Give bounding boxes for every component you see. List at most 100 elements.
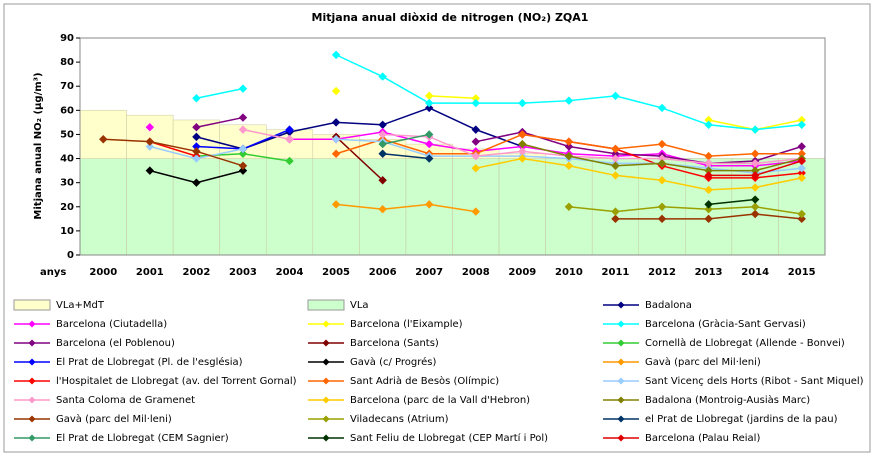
legend-label: VLa <box>350 300 369 311</box>
x-tick-label: 2003 <box>229 267 257 278</box>
data-point <box>797 209 806 219</box>
limit-bar <box>452 158 500 256</box>
legend-label: VLa+MdT <box>56 300 105 311</box>
x-tick-label: 2015 <box>788 267 816 278</box>
data-point <box>331 149 341 158</box>
legend-label: Gavà (parc del Mil·leni) <box>56 413 172 425</box>
data-point <box>471 98 480 108</box>
y-tick-label: 90 <box>60 33 74 44</box>
data-point <box>145 142 155 151</box>
data-point <box>471 163 480 173</box>
series-line <box>242 128 802 165</box>
limit-bar <box>79 158 127 256</box>
legend-label: el Prat de Llobregat (jardins de la pau) <box>645 414 838 425</box>
legend-label: El Prat de Llobregat (CEM Sagnier) <box>56 433 229 444</box>
legend-label: Viladecans (Atrium) <box>350 414 449 425</box>
data-point <box>704 200 713 209</box>
data-point <box>425 139 434 149</box>
data-point <box>192 147 201 156</box>
data-point <box>518 130 527 139</box>
data-point <box>238 161 248 170</box>
data-point <box>518 98 527 108</box>
data-point <box>99 135 108 144</box>
chart-title: Mitjana anual diòxid de nitrogen (NO₂) Z… <box>312 11 589 24</box>
y-tick-label: 0 <box>67 250 74 261</box>
data-point <box>750 125 760 134</box>
legend-label: Sant Adrià de Besòs (Olímpic) <box>350 375 499 387</box>
limit-bar <box>498 158 546 256</box>
legend-marker <box>322 434 330 442</box>
series-line <box>382 152 430 160</box>
data-point <box>378 149 387 158</box>
series-line <box>568 206 802 215</box>
data-point <box>657 214 667 224</box>
x-tick-label: 2011 <box>602 267 630 278</box>
data-point <box>425 200 434 209</box>
legend-marker <box>322 396 330 404</box>
x-tick-label: 2014 <box>741 267 769 278</box>
data-point <box>331 118 341 127</box>
data-point <box>797 120 806 130</box>
data-point <box>797 173 806 183</box>
data-point <box>425 154 434 163</box>
data-point <box>378 176 387 185</box>
legend-marker <box>617 358 625 366</box>
legend-label: l'Hospitalet de Llobregat (av. del Torre… <box>56 376 297 387</box>
series-line <box>708 198 756 206</box>
legend-marker <box>28 320 36 328</box>
data-point <box>192 178 201 187</box>
data-point <box>564 202 574 211</box>
data-point <box>750 183 760 192</box>
data-point <box>331 200 341 209</box>
legend-marker <box>28 358 36 366</box>
y-tick-label: 50 <box>60 129 74 140</box>
data-point <box>192 154 201 163</box>
y-tick-label: 60 <box>60 105 74 116</box>
data-point <box>564 161 574 170</box>
x-axis-label: anys <box>40 267 66 278</box>
legend-marker <box>322 415 330 423</box>
legend-label: Gavà (parc del Mil·leni) <box>645 356 761 368</box>
x-tick-label: 2008 <box>462 267 490 278</box>
legend-marker <box>322 339 330 347</box>
data-point <box>331 135 341 144</box>
legend-label: Barcelona (Palau Reial) <box>645 433 760 444</box>
data-point <box>657 159 667 168</box>
legend-label: Gavà (c/ Progrés) <box>350 356 437 368</box>
data-point <box>518 154 527 163</box>
legend-label: Santa Coloma de Gramenet <box>56 395 195 406</box>
legend-label: Barcelona (el Poblenou) <box>56 338 175 349</box>
data-point <box>378 139 387 149</box>
data-point <box>750 202 760 211</box>
legend-marker <box>617 301 625 309</box>
data-point <box>704 120 713 130</box>
data-point <box>657 176 667 185</box>
legend-marker <box>322 358 330 366</box>
data-point <box>657 202 667 211</box>
data-point <box>238 125 248 134</box>
y-tick-label: 70 <box>60 81 74 92</box>
series-line <box>382 133 430 145</box>
legend-label: Badalona <box>645 300 692 311</box>
data-point <box>611 207 620 216</box>
legend-swatch <box>307 299 345 311</box>
data-point <box>704 214 713 224</box>
legend-marker <box>28 415 36 423</box>
series-line <box>196 116 802 165</box>
x-tick-label: 2002 <box>182 267 210 278</box>
data-point <box>192 94 201 103</box>
legend-label: Badalona (Montroig-Ausiàs Marc) <box>645 394 810 406</box>
data-point <box>238 144 248 154</box>
data-point <box>285 125 294 134</box>
data-point <box>378 130 387 139</box>
plot-border <box>79 37 826 256</box>
data-point <box>797 163 806 173</box>
data-point <box>238 166 248 175</box>
legend-marker <box>322 377 330 385</box>
data-point <box>145 166 155 175</box>
legend-marker <box>28 396 36 404</box>
legend-label: Barcelona (l'Eixample) <box>350 319 463 330</box>
data-point <box>750 195 760 204</box>
legend-label: Barcelona (parc de la Vall d'Hebron) <box>350 395 530 406</box>
legend-label: Sant Vicenç dels Horts (Ribot - Sant Miq… <box>645 376 864 387</box>
